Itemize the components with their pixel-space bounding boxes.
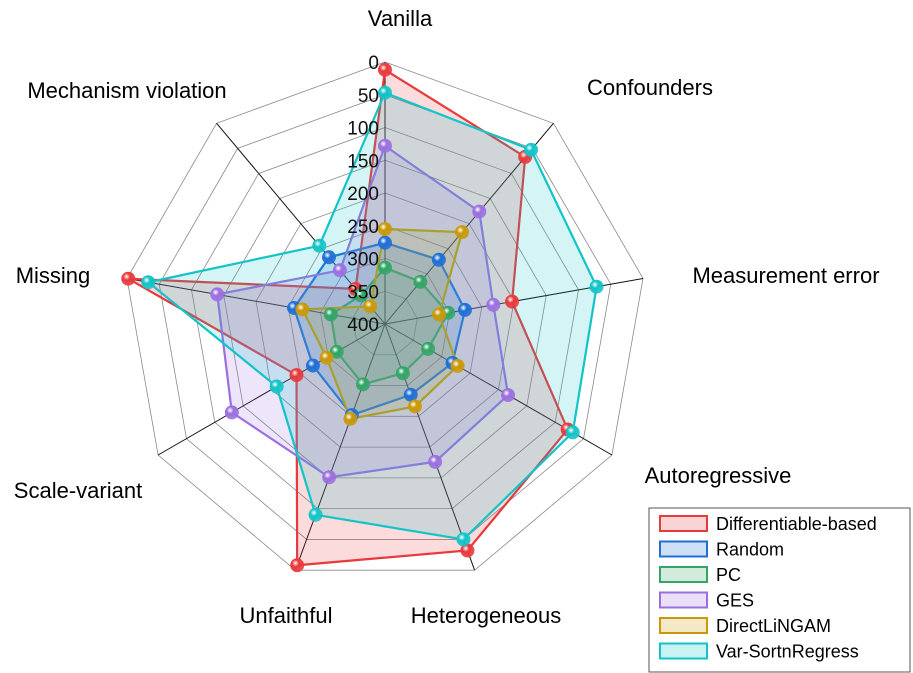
data-point xyxy=(322,250,337,265)
data-point xyxy=(457,302,472,317)
data-point xyxy=(472,204,487,219)
axis-spoke xyxy=(294,323,386,571)
data-point xyxy=(210,287,225,302)
data-point xyxy=(354,288,369,303)
data-point xyxy=(269,379,284,394)
legend-label: DirectLiNGAM xyxy=(716,616,831,636)
legend-swatch xyxy=(659,617,708,634)
axis-label: Vanilla xyxy=(368,6,433,31)
data-point xyxy=(378,138,392,153)
data-point xyxy=(455,225,470,240)
axis-label: Missing xyxy=(16,263,91,288)
data-point xyxy=(224,405,239,420)
series-area-3 xyxy=(216,144,510,479)
data-point xyxy=(308,507,323,522)
data-point xyxy=(289,368,304,383)
data-point xyxy=(486,297,501,312)
data-point xyxy=(524,142,539,157)
legend-label: Random xyxy=(716,540,784,560)
data-point xyxy=(431,252,446,267)
grid-ring xyxy=(255,192,515,448)
data-point xyxy=(141,275,156,290)
data-point xyxy=(395,366,410,381)
axis-label: Heterogeneous xyxy=(411,603,561,628)
data-point xyxy=(343,411,358,426)
radial-tick-label: 250 xyxy=(347,217,379,238)
grid-ring xyxy=(352,290,418,356)
data-point xyxy=(378,62,392,77)
axis-spoke xyxy=(384,323,476,571)
legend: Differentiable-based Random PC GES DirectLiN… xyxy=(648,507,911,673)
data-point xyxy=(403,387,418,402)
data-point xyxy=(505,294,520,309)
data-point xyxy=(295,302,310,317)
grid-ring xyxy=(126,61,644,571)
radial-tick-label: 300 xyxy=(347,250,379,271)
data-point xyxy=(378,222,392,237)
data-point xyxy=(305,358,320,373)
radial-tick-label: 100 xyxy=(347,119,379,140)
data-point xyxy=(312,238,327,253)
data-point xyxy=(450,358,465,373)
data-point xyxy=(356,377,371,392)
data-point xyxy=(408,399,423,414)
data-point xyxy=(456,532,471,547)
data-point xyxy=(322,470,337,485)
data-point xyxy=(378,260,392,275)
grid-ring xyxy=(191,127,579,510)
axis-label: Measurement error xyxy=(692,263,879,288)
grid-ring xyxy=(320,258,450,386)
radial-tick-label: 200 xyxy=(347,184,379,205)
radial-tick-label: 350 xyxy=(347,282,379,303)
legend-label: Differentiable-based xyxy=(716,514,877,534)
radial-tick-label: 150 xyxy=(347,151,379,172)
data-point xyxy=(589,279,604,294)
legend-label: PC xyxy=(716,565,741,585)
legend-swatch xyxy=(659,515,708,532)
axis-label: Confounders xyxy=(587,75,713,100)
data-point xyxy=(501,388,516,403)
axis-label: Mechanism violation xyxy=(27,78,226,103)
legend-swatch xyxy=(659,540,708,558)
data-point xyxy=(323,307,338,322)
data-point xyxy=(290,558,305,573)
axis-label: Scale-variant xyxy=(14,478,142,503)
legend-swatch xyxy=(659,591,708,609)
axis-spoke xyxy=(126,278,386,325)
data-point xyxy=(565,425,580,440)
data-point xyxy=(378,85,392,100)
radial-tick-label: 400 xyxy=(347,315,379,336)
series-area-5 xyxy=(145,91,598,541)
data-point xyxy=(332,263,347,278)
axis-label: Autoregressive xyxy=(645,463,792,488)
legend-swatch xyxy=(659,566,708,583)
data-point xyxy=(460,543,475,558)
legend-swatch xyxy=(659,642,708,660)
radial-tick-label: 50 xyxy=(358,86,379,107)
radial-tick-label: 0 xyxy=(368,53,379,74)
data-point xyxy=(421,341,436,356)
data-point xyxy=(319,350,334,365)
legend-label: GES xyxy=(716,591,754,611)
data-point xyxy=(363,299,378,314)
grid-ring xyxy=(223,159,547,479)
legend-label: Var-SortnRegress xyxy=(716,642,859,662)
data-point xyxy=(121,271,136,286)
data-point xyxy=(378,235,392,250)
axis-label: Unfaithful xyxy=(240,603,333,628)
data-point xyxy=(413,274,428,289)
data-point xyxy=(329,344,344,359)
data-point xyxy=(428,454,443,469)
data-point xyxy=(432,307,447,322)
grid-ring xyxy=(158,94,612,540)
